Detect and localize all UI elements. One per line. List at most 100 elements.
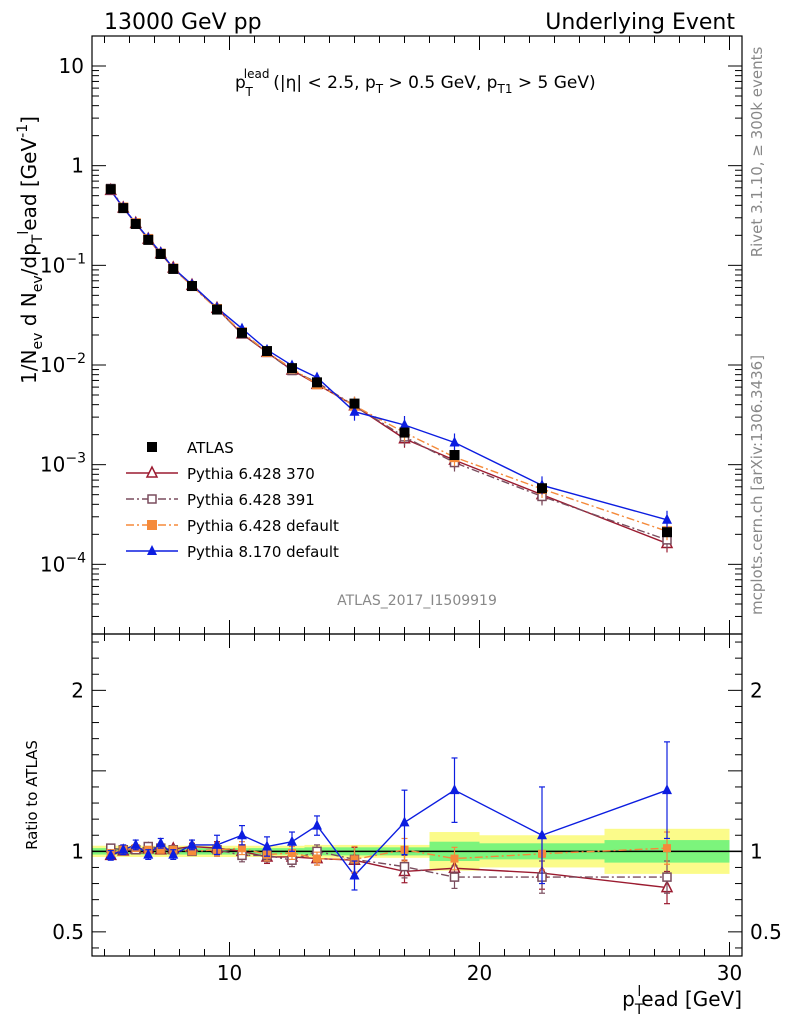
annotation-sup: lead [244, 67, 270, 81]
ratio-plot-panel: 10 20 30 0.5 0.5 1 1 2 2 [52, 633, 782, 985]
data-point [143, 234, 154, 245]
data-point [449, 436, 460, 447]
main-y-axis-label: 1/Nev d Nev/dpTlead [GeV-1] [15, 116, 46, 384]
analysis-id: ATLAS_2017_I1509919 [337, 593, 497, 609]
data-point [168, 263, 179, 274]
annotation-sub: T [244, 85, 253, 99]
data-point [349, 398, 360, 409]
ratio-y-tick-label: 2 [71, 678, 84, 702]
annotation-cuts3: > 5 GeV) [512, 73, 595, 93]
ratio-y-tick-label: 1 [71, 839, 84, 863]
main-y-tick-label: 10−4 [40, 550, 86, 576]
ratio-point [287, 835, 297, 846]
data-point [237, 327, 247, 338]
ratio-y-tick-label-right: 1 [750, 839, 763, 863]
header-left: 13000 GeV pp [104, 10, 262, 35]
ratio-point [662, 784, 672, 795]
data-point [399, 419, 410, 430]
ratio-y-tick-label-right: 0.5 [750, 920, 782, 944]
main-y-tick-label: 10−1 [40, 251, 86, 277]
main-y-tick-label: 10−3 [40, 451, 86, 477]
legend-label: Pythia 6.428 370 [187, 465, 315, 483]
data-point [105, 184, 116, 195]
annotation-sub2: T [375, 82, 384, 96]
data-point [349, 405, 360, 416]
ratio-point [349, 869, 360, 880]
main-y-tick-label: 1 [71, 154, 84, 178]
x-axis-label: pTlead [GeV] [622, 984, 742, 1018]
data-point [537, 483, 547, 494]
legend-marker [147, 545, 157, 555]
header-right: Underlying Event [545, 10, 735, 35]
ratio-point [168, 848, 179, 859]
ratio-point [662, 872, 672, 882]
data-point [662, 513, 672, 524]
x-tick-label: 20 [467, 961, 492, 985]
data-point [399, 427, 410, 438]
annotation-cuts: (|η| < 2.5, p [268, 73, 376, 93]
annotation-sub3: T1 [496, 82, 512, 96]
data-point [312, 377, 322, 388]
data-point [449, 450, 460, 461]
x-tick-label: 30 [717, 961, 742, 985]
ratio-point [105, 849, 116, 860]
ratio-point [238, 844, 246, 853]
ratio-series-layer [104, 741, 674, 905]
ratio-point [143, 848, 154, 859]
data-point [287, 363, 297, 374]
ratio-point [449, 872, 460, 882]
data-point [212, 304, 222, 315]
ratio-point [156, 845, 165, 854]
ratio-point [187, 838, 197, 849]
ratio-point [399, 861, 410, 872]
data-point [118, 203, 129, 214]
legend-label: Pythia 8.170 default [187, 543, 339, 561]
ratio-point [188, 847, 196, 856]
main-plot-panel: 10−4 10−3 10−2 10−1 1 10 plead T (|η| < 2.5, p… [40, 35, 743, 635]
legend-label: Pythia 6.428 391 [187, 491, 315, 509]
data-point [187, 281, 197, 292]
ratio-point [237, 829, 247, 840]
plot-annotation: plead T (|η| < 2.5, pT > 0.5 GeV, pT1 > 5… [235, 67, 596, 99]
ratio-point [212, 838, 222, 849]
data-point [130, 218, 141, 229]
ratio-point [288, 848, 296, 857]
ratio-point [312, 819, 322, 830]
main-y-tick-label: 10 [59, 54, 84, 78]
ratio-point [399, 816, 410, 827]
legend-label: ATLAS [187, 439, 234, 457]
mcplots-label: mcplots.cern.ch [arXiv:1306.3436] [748, 355, 766, 615]
ratio-point [118, 843, 129, 854]
ratio-point [262, 840, 272, 851]
main-axis-ticks: 10−4 10−3 10−2 10−1 1 10 [40, 35, 742, 635]
ratio-point [450, 854, 459, 863]
legend-marker [145, 465, 159, 478]
ratio-point [130, 838, 141, 849]
ratio-point [155, 837, 166, 848]
ratio-point [663, 844, 671, 853]
data-point [155, 248, 166, 259]
legend: ATLAS Pythia 6.428 370 Pythia 6.428 391 Pyt… [126, 439, 339, 561]
annotation-cuts2: > 0.5 GeV, p [383, 73, 497, 93]
x-tick-label: 10 [217, 961, 242, 985]
ratio-plot-frame [91, 633, 743, 957]
ratio-y-axis-label: Ratio to ATLAS [23, 740, 41, 850]
main-series-layer [104, 182, 674, 553]
series-line-2 [110, 188, 668, 541]
ratio-point [350, 855, 359, 864]
ratio-point [537, 829, 547, 840]
ratio-y-tick-label-right: 2 [750, 678, 763, 702]
legend-marker [147, 442, 157, 452]
ratio-y-tick-label: 0.5 [52, 920, 84, 944]
legend-marker [147, 494, 157, 504]
annotation-p: p [235, 73, 246, 93]
data-point [662, 527, 672, 538]
rivet-label: Rivet 3.1.10, ≥ 300k events [748, 47, 766, 258]
data-point [262, 346, 272, 357]
ratio-point [449, 784, 460, 795]
main-y-tick-label: 10−2 [40, 351, 86, 377]
ratio-axis-ticks: 10 20 30 0.5 0.5 1 1 2 2 [52, 634, 782, 985]
legend-marker [147, 520, 157, 530]
ratio-point [313, 854, 321, 863]
